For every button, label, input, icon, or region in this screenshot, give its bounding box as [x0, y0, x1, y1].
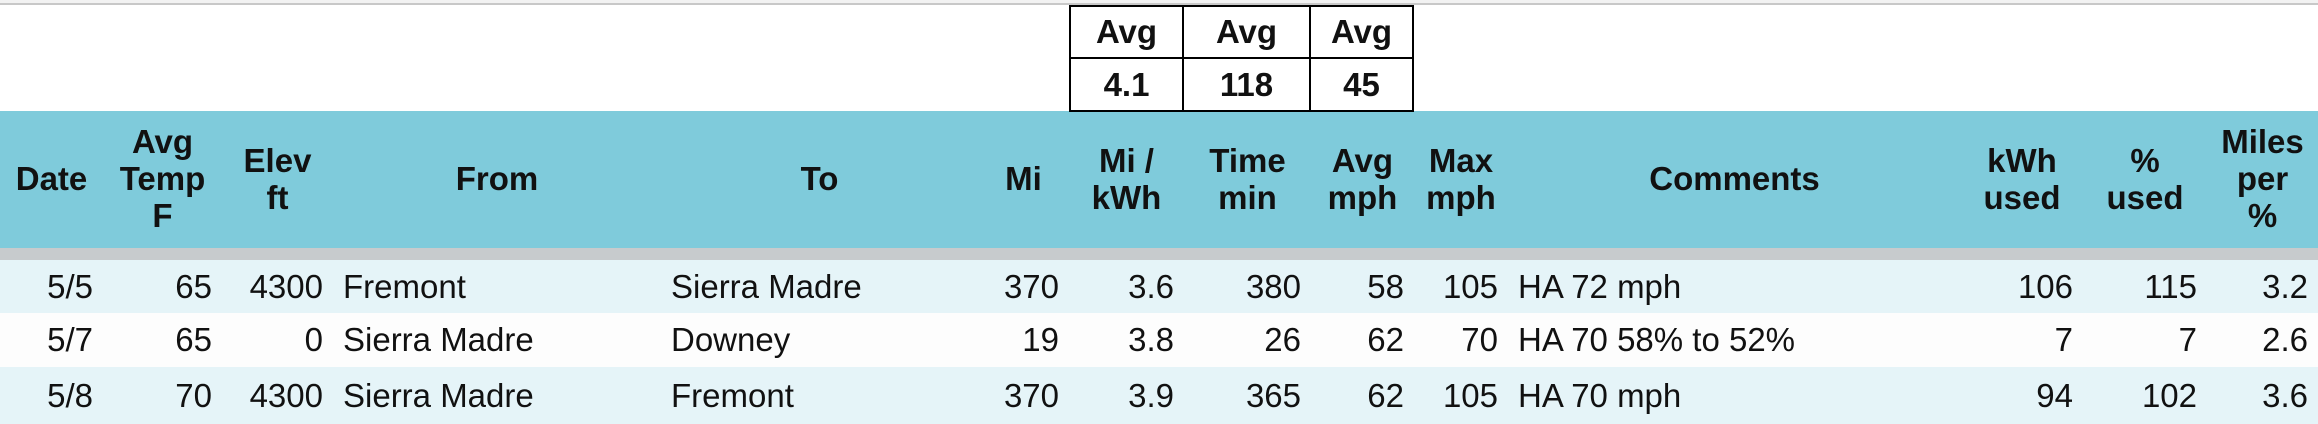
table-cell: 4300 — [249, 267, 323, 305]
summary-label: Avg — [1311, 5, 1414, 59]
table-cell: 3.6 — [1128, 267, 1174, 305]
header-band — [0, 111, 2318, 248]
table-cell: 3.8 — [1128, 321, 1174, 358]
row-background — [0, 313, 2318, 367]
table-cell: 0 — [304, 321, 323, 358]
table-cell: 365 — [1245, 376, 1301, 414]
header-cell: Elev ft — [243, 141, 312, 216]
header-cell: kWh used — [1983, 141, 2061, 216]
table-cell: 5/8 — [47, 376, 93, 414]
table-cell: HA 70 mph — [1518, 376, 1682, 414]
table-cell: 380 — [1245, 267, 1301, 305]
table-cell: 62 — [1367, 376, 1404, 414]
row-background — [0, 367, 2318, 424]
summary-label: Avg — [1184, 5, 1311, 59]
summary-label: Avg — [1069, 5, 1184, 59]
table-cell: 3.6 — [2262, 376, 2308, 414]
row-background — [0, 260, 2318, 313]
table-cell: 105 — [1442, 267, 1498, 305]
header-cell: Time min — [1209, 141, 1286, 216]
table-cell: 7 — [2054, 321, 2073, 358]
table-cell: 26 — [1264, 321, 1301, 358]
table-cell: 65 — [175, 321, 212, 358]
table-cell: Downey — [671, 321, 791, 358]
table-cell: 3.2 — [2262, 267, 2308, 305]
separator — [0, 248, 2318, 260]
table-cell: 19 — [1022, 321, 1059, 358]
table-cell: 58 — [1367, 267, 1404, 305]
header-cell: Comments — [1649, 160, 1820, 198]
header-cell: Mi / kWh — [1091, 141, 1162, 216]
header-cell: Max mph — [1426, 141, 1496, 216]
header-cell: Avg mph — [1327, 141, 1398, 216]
table-cell: 7 — [2178, 321, 2197, 358]
table-cell: 5/7 — [47, 321, 93, 358]
table-cell: HA 70 58% to 52% — [1518, 321, 1796, 358]
table-cell: 94 — [2036, 376, 2073, 414]
table-cell: 2.6 — [2262, 321, 2308, 358]
table-cell: 65 — [175, 267, 212, 305]
table-cell: Fremont — [671, 376, 794, 414]
table-cell: 70 — [1461, 321, 1498, 358]
table-cell: HA 72 mph — [1518, 267, 1682, 305]
header-cell: Date — [15, 160, 88, 198]
header-cell: Miles per % — [2221, 123, 2304, 234]
table-cell: Fremont — [343, 267, 466, 305]
table-cell: 62 — [1367, 321, 1404, 358]
header-cell: Avg Temp F — [119, 123, 206, 234]
summary-value: 118 — [1184, 57, 1311, 112]
table-cell: 370 — [1003, 376, 1059, 414]
table-cell: 70 — [175, 376, 212, 414]
table-cell: 3.9 — [1128, 376, 1174, 414]
table-cell: Sierra Madre — [343, 376, 534, 414]
table-cell: Sierra Madre — [343, 321, 534, 358]
table-cell: 4300 — [249, 376, 323, 414]
column-ruler — [0, 0, 2318, 5]
table-cell: 102 — [2141, 376, 2197, 414]
table-cell: 370 — [1003, 267, 1059, 305]
header-cell: To — [800, 160, 839, 198]
table-cell: 5/5 — [47, 267, 93, 305]
header-cell: Mi — [1005, 160, 1042, 198]
header-cell: % used — [2106, 141, 2184, 216]
table-cell: Sierra Madre — [671, 267, 862, 305]
table-cell: 106 — [2017, 267, 2073, 305]
summary-value: 45 — [1311, 57, 1414, 112]
table-cell: 115 — [2144, 267, 2197, 305]
table-cell: 105 — [1442, 376, 1498, 414]
header-cell: From — [455, 160, 539, 198]
summary-value: 4.1 — [1069, 57, 1184, 112]
